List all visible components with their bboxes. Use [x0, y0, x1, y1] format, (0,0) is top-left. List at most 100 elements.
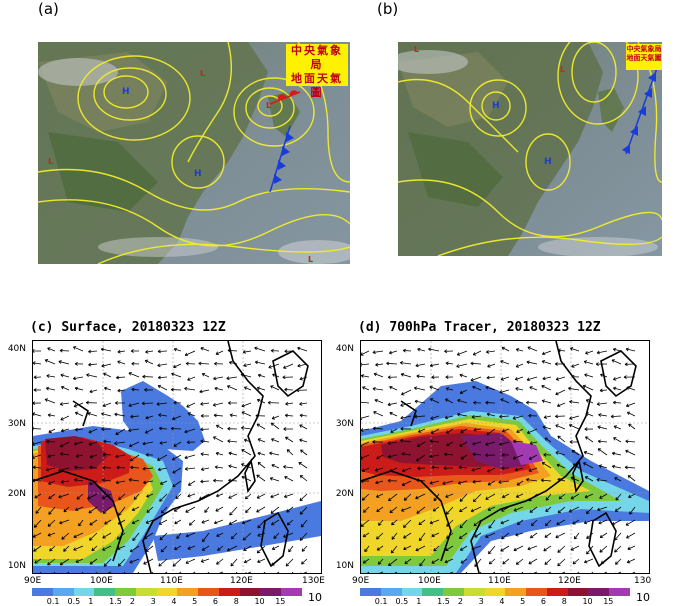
- wind-vector: [299, 532, 308, 541]
- wind-vector: [58, 493, 70, 499]
- wind-vector: [417, 428, 426, 433]
- wind-vector: [541, 384, 552, 391]
- wind-vector: [558, 493, 566, 500]
- wind-vector: [185, 506, 196, 513]
- lat-label-d-40: 40N: [335, 344, 354, 354]
- wind-vector: [89, 532, 98, 541]
- wind-vector: [130, 465, 140, 470]
- wind-vector: [212, 402, 224, 407]
- wind-vector: [271, 558, 280, 566]
- wind-vector: [446, 532, 454, 539]
- wind-vector: [465, 571, 468, 573]
- wind-vector: [33, 388, 42, 392]
- wind-vector: [570, 545, 580, 551]
- wind-vector: [521, 571, 524, 573]
- wind-vector: [284, 387, 294, 392]
- wind-vector: [75, 558, 84, 563]
- low-marker-b2: L: [414, 45, 419, 54]
- wind-vector: [501, 346, 510, 352]
- wind-vector: [391, 571, 398, 573]
- wind-vector: [104, 386, 112, 391]
- wind-vector: [626, 532, 636, 539]
- wind-vector: [401, 467, 412, 473]
- wind-vector: [217, 545, 224, 551]
- wind-vector: [270, 348, 280, 353]
- wind-vector: [597, 448, 608, 456]
- wind-vector: [257, 519, 266, 529]
- high-marker-a1: H: [122, 87, 130, 97]
- wind-vector: [185, 532, 196, 538]
- wind-vector: [379, 571, 384, 573]
- wind-vector: [201, 373, 210, 378]
- wind-vector: [585, 412, 594, 417]
- wind-vector: [555, 532, 566, 539]
- wind-vector: [499, 414, 510, 419]
- wind-vector: [388, 558, 398, 567]
- wind-vector: [485, 441, 496, 446]
- wind-vector: [361, 374, 370, 378]
- wind-vector: [556, 402, 566, 408]
- wind-vector: [486, 428, 496, 436]
- wind-vector: [228, 451, 238, 456]
- wind-vector: [528, 413, 538, 418]
- wind-vector: [527, 545, 538, 551]
- colorbar-swatch: [281, 588, 302, 596]
- wind-vector: [172, 415, 182, 421]
- wind-vector: [283, 427, 294, 431]
- wind-vector: [430, 428, 440, 434]
- colorbar-swatch: [422, 588, 444, 596]
- wind-vector: [245, 506, 252, 513]
- wind-vector: [256, 493, 266, 499]
- wind-vector: [460, 558, 468, 564]
- wind-vector: [399, 438, 412, 443]
- wind-vector: [557, 435, 566, 443]
- wind-vector: [626, 411, 636, 417]
- wind-vector: [228, 360, 238, 365]
- wind-vector: [544, 437, 552, 443]
- wind-vector: [415, 363, 426, 368]
- wind-vector: [569, 347, 580, 352]
- wind-vector: [557, 477, 566, 482]
- wind-vector: [159, 532, 168, 541]
- lon-label-d-100: 100E: [418, 576, 441, 586]
- wind-vector: [270, 385, 280, 391]
- wind-vector: [299, 376, 308, 381]
- wind-vector: [145, 349, 154, 354]
- wind-vector: [611, 519, 622, 526]
- lat-label-c-40: 40N: [7, 344, 26, 354]
- wind-vector: [243, 386, 252, 391]
- wind-vector: [254, 346, 266, 352]
- wind-vector: [626, 558, 636, 564]
- wind-vector: [33, 465, 42, 470]
- wind-vector: [515, 558, 524, 565]
- wind-vector: [271, 415, 280, 420]
- wind-vector: [185, 558, 196, 564]
- wind-vector: [470, 361, 482, 366]
- wind-vector: [61, 532, 70, 540]
- wind-vector: [76, 493, 84, 500]
- wind-vector: [241, 411, 252, 417]
- wind-vector: [400, 372, 412, 378]
- colorbar-level-label: 3: [478, 597, 484, 606]
- wind-vector: [214, 386, 224, 391]
- wind-vector: [187, 412, 196, 417]
- wind-vector: [437, 571, 440, 573]
- wind-map-c: 40N 30N 20N 10N: [0, 340, 330, 606]
- wind-vector: [530, 519, 538, 527]
- wind-vector: [627, 475, 636, 482]
- wind-vector: [526, 477, 538, 482]
- colorbar-level-label: 10: [254, 597, 265, 606]
- wind-vector: [528, 467, 538, 472]
- wind-vector: [599, 545, 608, 553]
- wind-vector: [485, 400, 496, 405]
- wind-vector: [267, 400, 280, 405]
- wind-vector: [72, 376, 84, 381]
- wind-vector: [75, 506, 84, 512]
- wind-vector: [60, 415, 70, 421]
- colorbar-swatch: [484, 588, 506, 596]
- wind-vector: [540, 478, 552, 483]
- colorbar-swatch: [218, 588, 240, 596]
- wind-vector: [74, 411, 84, 417]
- wind-vector: [158, 558, 168, 567]
- wind-vector: [143, 532, 154, 540]
